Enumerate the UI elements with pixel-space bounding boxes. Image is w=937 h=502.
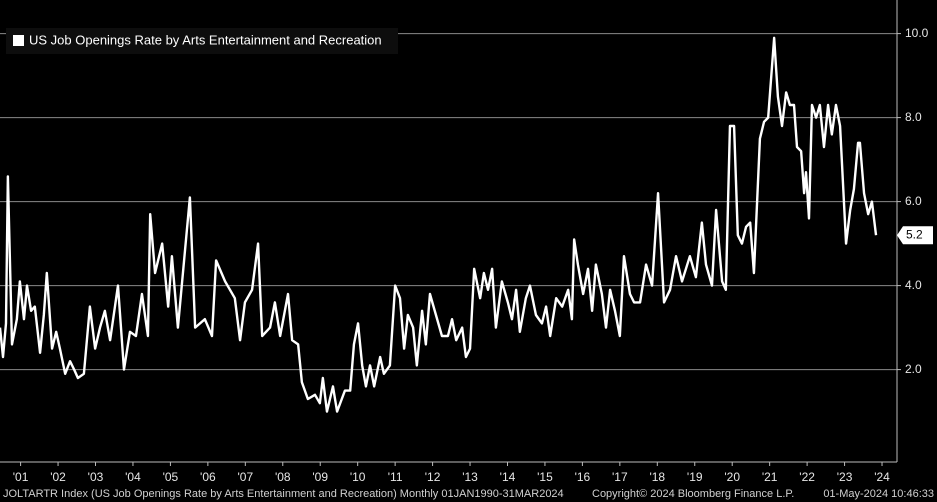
x-tick-label: '14 (500, 470, 516, 484)
x-tick-label: '18 (649, 470, 665, 484)
legend-swatch (13, 35, 24, 46)
x-tick-label: '06 (200, 470, 216, 484)
x-tick-label: '22 (799, 470, 815, 484)
x-tick-label: '09 (312, 470, 328, 484)
x-tick-label: '01 (13, 470, 29, 484)
y-tick-label: 2.0 (905, 362, 922, 376)
x-tick-label: '19 (687, 470, 703, 484)
x-tick-label: '11 (388, 470, 403, 484)
x-tick-label: '07 (237, 470, 253, 484)
y-tick-label: 4.0 (905, 278, 922, 292)
x-tick-label: '20 (724, 470, 740, 484)
x-tick-label: '05 (163, 470, 179, 484)
legend-box (6, 28, 398, 54)
footer-source: JOLTARTR Index (US Job Openings Rate by … (3, 488, 564, 500)
x-tick-label: '16 (575, 470, 591, 484)
last-value-tag (897, 226, 933, 245)
x-tick-label: '10 (350, 470, 366, 484)
x-tick-label: '24 (874, 470, 890, 484)
x-tick-label: '17 (612, 470, 628, 484)
x-tick-label: '02 (50, 470, 66, 484)
footer-copyright: Copyright© 2024 Bloomberg Finance L.P. (592, 488, 794, 500)
x-tick-label: '15 (537, 470, 553, 484)
y-tick-label: 10.0 (905, 26, 929, 40)
y-tick-label: 8.0 (905, 110, 922, 124)
x-tick-label: '04 (125, 470, 141, 484)
x-tick-label: '13 (462, 470, 478, 484)
x-tick-label: '12 (425, 470, 441, 484)
last-value-label: 5.2 (906, 227, 923, 241)
x-tick-label: '03 (88, 470, 104, 484)
y-tick-label: 6.0 (905, 194, 922, 208)
x-tick-label: '08 (275, 470, 291, 484)
x-tick-label: '21 (762, 470, 778, 484)
legend-label: US Job Openings Rate by Arts Entertainme… (29, 32, 382, 47)
x-tick-label: '23 (837, 470, 853, 484)
footer-timestamp: 01-May-2024 10:46:33 (823, 488, 934, 500)
line-series (0, 36, 878, 413)
